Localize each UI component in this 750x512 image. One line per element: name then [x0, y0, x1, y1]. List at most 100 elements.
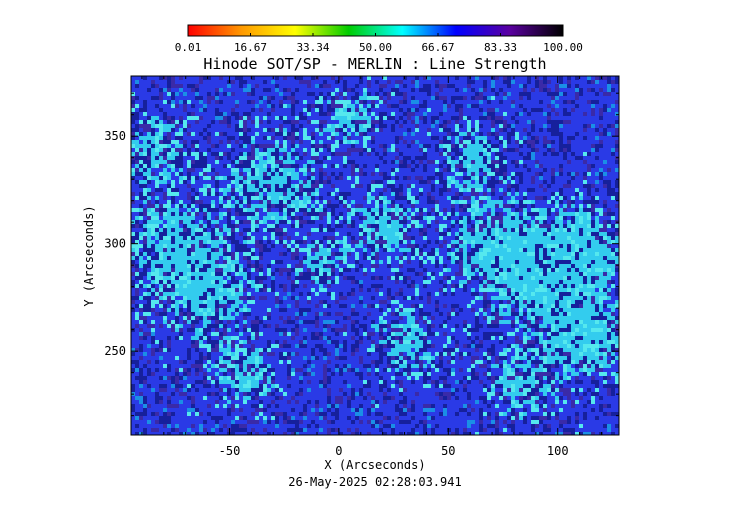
heatmap-cell	[139, 332, 143, 336]
heatmap-cell	[347, 140, 351, 144]
heatmap-cell	[439, 244, 443, 248]
heatmap-cell	[423, 280, 427, 284]
heatmap-cell	[255, 332, 259, 336]
heatmap-cell	[547, 140, 551, 144]
heatmap-cell	[479, 208, 483, 212]
heatmap-cell	[487, 116, 491, 120]
heatmap-cell	[175, 84, 179, 88]
heatmap-cell	[451, 308, 455, 312]
heatmap-cell	[227, 260, 231, 264]
heatmap-cell	[247, 240, 251, 244]
heatmap-cell	[555, 200, 559, 204]
heatmap-cell	[599, 124, 603, 128]
heatmap-cell	[411, 80, 415, 84]
heatmap-cell	[615, 180, 619, 184]
heatmap-cell	[235, 184, 239, 188]
heatmap-cell	[439, 272, 443, 276]
heatmap-cell	[455, 124, 459, 128]
heatmap-cell	[463, 96, 467, 100]
heatmap-cell	[587, 172, 591, 176]
heatmap-cell	[555, 128, 559, 132]
heatmap-cell	[603, 328, 607, 332]
heatmap-cell	[179, 288, 183, 292]
heatmap-cell	[455, 104, 459, 108]
heatmap-cell	[259, 100, 263, 104]
heatmap-cell	[227, 124, 231, 128]
heatmap-cell	[343, 248, 347, 252]
heatmap-cell	[455, 96, 459, 100]
heatmap-cell	[595, 244, 599, 248]
heatmap-cell	[579, 244, 583, 248]
heatmap-cell	[519, 288, 523, 292]
heatmap-cell	[195, 304, 199, 308]
heatmap-cell	[247, 200, 251, 204]
heatmap-cell	[215, 88, 219, 92]
heatmap-cell	[423, 84, 427, 88]
heatmap-cell	[303, 248, 307, 252]
heatmap-cell	[283, 168, 287, 172]
heatmap-cell	[163, 296, 167, 300]
heatmap-cell	[267, 264, 271, 268]
heatmap-cell	[527, 296, 531, 300]
heatmap-cell	[279, 180, 283, 184]
heatmap-cell	[455, 116, 459, 120]
heatmap-cell	[235, 124, 239, 128]
heatmap-cell	[611, 88, 615, 92]
heatmap-cell	[215, 308, 219, 312]
heatmap-cell	[475, 240, 479, 244]
heatmap-cell	[547, 244, 551, 248]
heatmap-cell	[183, 108, 187, 112]
heatmap-cell	[427, 332, 431, 336]
heatmap-cell	[351, 112, 355, 116]
heatmap-cell	[551, 92, 555, 96]
heatmap-cell	[435, 172, 439, 176]
heatmap-cell	[547, 240, 551, 244]
heatmap-cell	[199, 312, 203, 316]
heatmap-cell	[215, 260, 219, 264]
heatmap-cell	[535, 160, 539, 164]
heatmap-cell	[419, 256, 423, 260]
heatmap-cell	[227, 276, 231, 280]
heatmap-cell	[503, 180, 507, 184]
heatmap-cell	[399, 328, 403, 332]
heatmap-cell	[611, 152, 615, 156]
heatmap-cell	[503, 96, 507, 100]
heatmap-cell	[471, 328, 475, 332]
heatmap-cell	[411, 120, 415, 124]
heatmap-cell	[327, 256, 331, 260]
heatmap-cell	[459, 200, 463, 204]
heatmap-cell	[563, 156, 567, 160]
heatmap-cell	[395, 336, 399, 340]
heatmap-cell	[335, 96, 339, 100]
heatmap-cell	[191, 84, 195, 88]
heatmap-cell	[143, 160, 147, 164]
heatmap-cell	[543, 84, 547, 88]
heatmap-cell	[199, 232, 203, 236]
heatmap-cell	[447, 228, 451, 232]
heatmap-cell	[451, 292, 455, 296]
heatmap-cell	[575, 296, 579, 300]
heatmap-cell	[467, 220, 471, 224]
heatmap-cell	[315, 120, 319, 124]
heatmap-cell	[591, 324, 595, 328]
heatmap-cell	[403, 256, 407, 260]
heatmap-cell	[403, 232, 407, 236]
heatmap-cell	[135, 232, 139, 236]
heatmap-cell	[219, 288, 223, 292]
heatmap-cell	[299, 112, 303, 116]
heatmap-cell	[323, 328, 327, 332]
heatmap-cell	[583, 268, 587, 272]
heatmap-cell	[251, 156, 255, 160]
heatmap-cell	[475, 232, 479, 236]
heatmap-cell	[611, 148, 615, 152]
heatmap-cell	[463, 116, 467, 120]
heatmap-cell	[395, 140, 399, 144]
heatmap-cell	[559, 252, 563, 256]
heatmap-cell	[607, 264, 611, 268]
heatmap-cell	[491, 128, 495, 132]
heatmap-cell	[291, 320, 295, 324]
heatmap-cell	[423, 180, 427, 184]
heatmap-cell	[507, 216, 511, 220]
heatmap-cell	[595, 220, 599, 224]
heatmap-cell	[527, 284, 531, 288]
